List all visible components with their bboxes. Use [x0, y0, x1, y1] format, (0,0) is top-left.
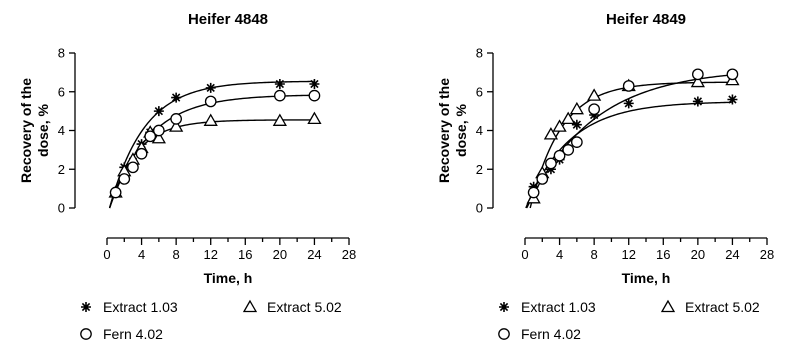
legend-triangle-icon	[242, 299, 258, 313]
y-tick-label: 2	[476, 162, 483, 177]
triangle-marker	[307, 111, 322, 125]
x-tick-label: 28	[342, 247, 356, 262]
circle-marker	[274, 89, 286, 102]
circle-marker	[170, 113, 182, 125]
x-tick-label: 4	[556, 247, 563, 262]
y-tick-label: 8	[58, 46, 65, 61]
triangle-marker	[169, 119, 184, 132]
y-axis-label-line: dose, %	[453, 103, 469, 156]
x-tick-label: 16	[238, 247, 252, 262]
y-tick-label: 8	[476, 46, 483, 61]
circle-marker	[135, 147, 148, 160]
asterisk-marker	[309, 79, 320, 89]
x-tick-label: 8	[173, 247, 180, 262]
y-axis-label-line: Recovery of the	[436, 78, 452, 183]
asterisk-marker	[692, 96, 703, 107]
y-axis-label: Recovery of thedose, %	[18, 78, 51, 183]
legend-circle-icon	[80, 328, 92, 340]
x-tick-label: 20	[273, 247, 287, 262]
asterisk-marker	[274, 79, 285, 89]
circle-marker	[588, 103, 600, 116]
y-tick-label: 4	[476, 123, 483, 138]
y-axis-label-line: Recovery of the	[18, 78, 34, 183]
y-tick-label: 0	[58, 201, 65, 216]
legend-label: Fern 4.02	[521, 326, 581, 342]
circle-marker	[127, 161, 139, 174]
circle-marker	[571, 136, 583, 148]
legend-item: Extract 5.02	[660, 299, 760, 315]
x-tick-label: 12	[621, 247, 635, 262]
triangle-marker	[569, 101, 584, 115]
triangle-marker	[203, 113, 218, 126]
legend-label: Extract 5.02	[267, 299, 342, 315]
x-axis-label: Time, h	[622, 270, 671, 286]
circle-marker	[144, 130, 157, 143]
circle-marker	[204, 95, 217, 108]
circle-marker	[553, 149, 566, 162]
legend-item: Fern 4.02	[498, 326, 581, 342]
legend-asterisk-icon	[499, 302, 509, 312]
legend-label: Extract 5.02	[685, 299, 760, 315]
legend-label: Extract 1.03	[103, 299, 178, 315]
x-axis-label: Time, h	[204, 270, 253, 286]
chart-title: Heifer 4848	[188, 11, 268, 28]
circle-marker	[118, 173, 131, 185]
triangle-marker	[690, 74, 705, 88]
x-tick-label: 28	[760, 247, 774, 262]
circle-marker	[622, 80, 635, 92]
legend-item: Extract 1.03	[81, 299, 178, 315]
x-tick-label: 24	[307, 247, 321, 262]
x-tick-label: 16	[656, 247, 670, 262]
legend-label: Fern 4.02	[103, 326, 163, 342]
circle-marker	[527, 186, 540, 199]
x-tick-label: 20	[691, 247, 705, 262]
asterisk-marker	[571, 119, 582, 130]
fit-curve	[526, 74, 733, 209]
circle-marker	[545, 157, 557, 170]
x-tick-label: 4	[138, 247, 145, 262]
legend-item: Extract 1.03	[499, 299, 596, 315]
circle-marker	[308, 89, 321, 102]
asterisk-marker	[205, 82, 216, 93]
legend-item: Fern 4.02	[80, 326, 163, 342]
chart-title: Heifer 4849	[606, 11, 686, 28]
x-tick-label: 24	[725, 247, 739, 262]
x-tick-label: 0	[103, 247, 110, 262]
y-axis-label: Recovery of thedose, %	[436, 78, 469, 183]
x-tick-label: 0	[521, 247, 528, 262]
circle-marker	[536, 173, 549, 185]
asterisk-marker	[153, 106, 164, 117]
triangle-marker	[552, 119, 567, 132]
circle-marker	[562, 144, 575, 156]
y-tick-label: 6	[476, 84, 483, 99]
circle-marker	[153, 124, 165, 137]
asterisk-marker	[171, 92, 182, 103]
legend-label: Extract 1.03	[521, 299, 596, 315]
y-tick-label: 2	[58, 162, 65, 177]
triangle-marker	[561, 111, 576, 125]
circle-marker	[726, 68, 739, 81]
legend-circle-icon	[498, 328, 510, 340]
x-tick-label: 12	[203, 247, 217, 262]
triangle-marker	[272, 113, 287, 126]
y-tick-label: 0	[476, 201, 483, 216]
asterisk-marker	[727, 94, 738, 105]
y-tick-label: 4	[58, 123, 65, 138]
asterisk-marker	[623, 98, 634, 109]
y-tick-label: 6	[58, 84, 65, 99]
x-tick-label: 8	[591, 247, 598, 262]
legend-triangle-icon	[660, 299, 676, 313]
triangle-marker	[587, 88, 602, 101]
legend-item: Extract 5.02	[242, 299, 342, 315]
triangle-marker	[543, 127, 559, 140]
legend-asterisk-icon	[81, 302, 91, 312]
circle-marker	[692, 68, 704, 81]
y-axis-label-line: dose, %	[35, 103, 51, 156]
circle-marker	[109, 186, 122, 199]
